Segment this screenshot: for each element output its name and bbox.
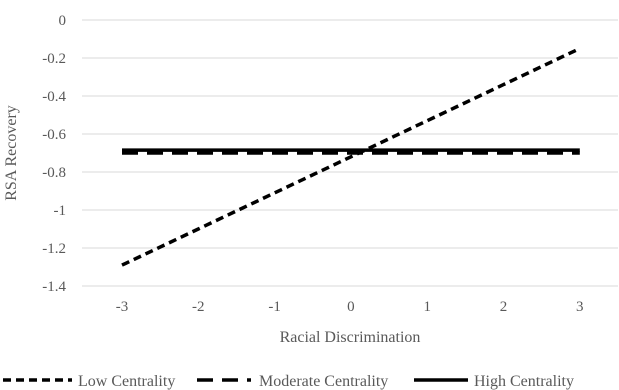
y-axis-title: RSA Recovery — [3, 105, 20, 201]
x-tick-label: 0 — [347, 299, 355, 315]
legend: Low Centrality Moderate Centrality High Ce… — [3, 373, 574, 390]
y-tick-label: -1 — [54, 203, 67, 219]
x-tick-label: 2 — [500, 299, 508, 315]
series-lines — [121, 46, 581, 267]
legend-item-high-centrality: High Centrality — [414, 373, 574, 390]
x-tick-label: -1 — [268, 299, 281, 315]
grid-layer — [82, 19, 618, 287]
y-tick-label: -0.6 — [42, 127, 66, 143]
y-axis-tick-labels: 0 -0.2 -0.4 -0.6 -0.8 -1 -1.2 -1.4 — [42, 13, 66, 295]
legend-label: Moderate Centrality — [259, 373, 388, 390]
legend-label: Low Centrality — [78, 373, 175, 390]
y-tick-label: -1.2 — [42, 241, 66, 257]
x-axis-title: Racial Discrimination — [280, 329, 421, 346]
legend-label: High Centrality — [474, 373, 574, 390]
x-tick-label: -2 — [192, 299, 205, 315]
y-tick-label: -0.2 — [42, 51, 66, 67]
series-line-low-centrality — [121, 46, 581, 267]
y-tick-label: -1.4 — [42, 279, 66, 295]
x-tick-label: -3 — [116, 299, 129, 315]
y-tick-label: -0.4 — [42, 89, 66, 105]
y-tick-label: 0 — [59, 13, 67, 29]
y-tick-label: -0.8 — [42, 165, 66, 181]
x-axis-tick-labels: -3 -2 -1 0 1 2 3 — [116, 299, 584, 315]
x-tick-label: 3 — [576, 299, 584, 315]
x-tick-label: 1 — [423, 299, 431, 315]
legend-item-low-centrality: Low Centrality — [3, 373, 175, 390]
legend-item-moderate-centrality: Moderate Centrality — [197, 373, 388, 390]
